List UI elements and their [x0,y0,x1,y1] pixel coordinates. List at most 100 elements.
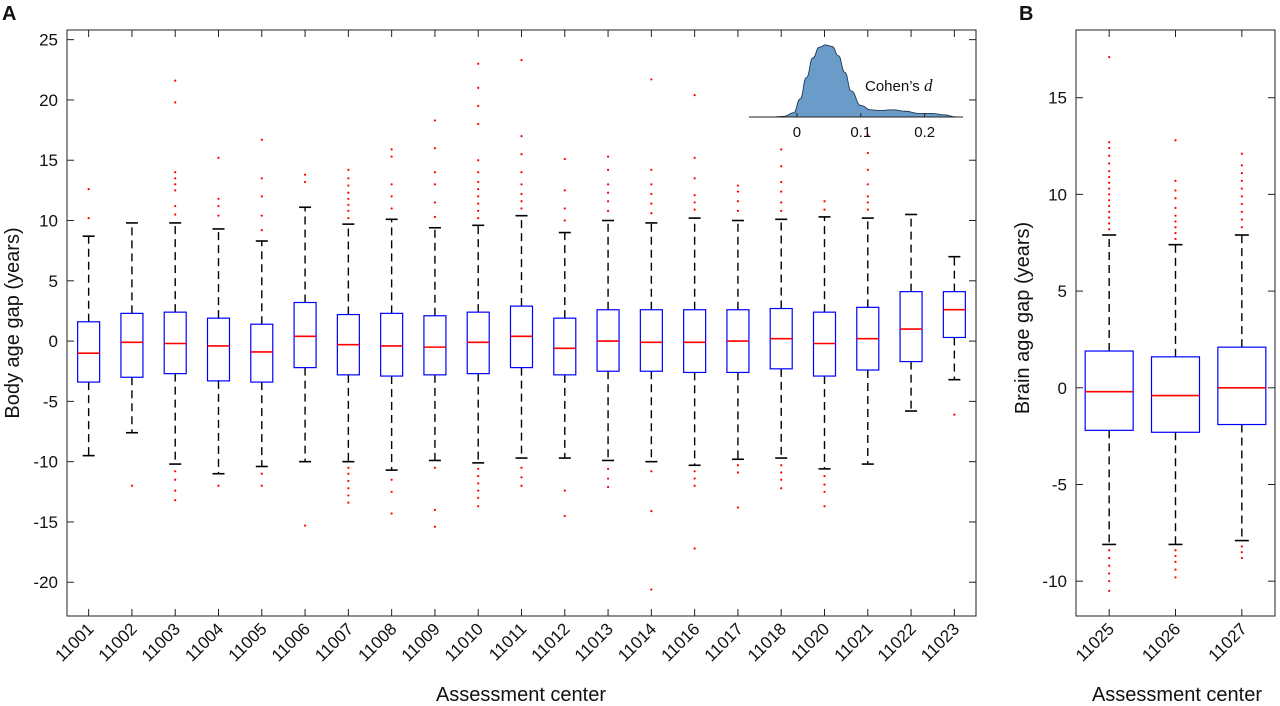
outlier-point [1108,204,1111,208]
outlier-point [650,202,653,205]
panel-a-y-axis: 25 20 15 10 5 0 -5 -10 -15 -20 [33,31,976,592]
outlier-point [217,484,220,487]
outlier-point [780,487,783,490]
box-iqr [423,315,447,376]
outlier-point [433,525,437,528]
y-tick-label: -5 [1052,475,1067,494]
outlier-point [477,195,480,198]
x-tick-label: 11011 [485,619,530,664]
outlier-point [520,200,523,203]
outlier-point [606,191,610,194]
outlier-point [606,209,610,212]
outlier-point [1240,179,1243,182]
outlier-point [477,122,480,126]
outlier-point [347,479,350,483]
outlier-point [520,192,523,196]
outlier-point [693,470,696,473]
y-tick-label: -15 [33,513,58,532]
outlier-point [260,472,263,475]
outlier-point [520,476,523,479]
cohens-d-inset: 0 0.1 0.2 Cohen’s d [749,44,963,141]
outlier-point [1108,193,1111,196]
outlier-point [477,209,480,212]
panel-b-x-axis-label: Assessment center [1092,684,1262,706]
outlier-point [650,588,653,591]
x-tick-label: 11018 [744,619,790,665]
outlier-point [260,484,263,487]
outlier-point [477,489,480,492]
outlier-point [347,487,350,490]
outlier-point [390,512,393,515]
outlier-point [1108,187,1111,190]
outlier-point [693,94,696,97]
outlier-point [433,215,437,218]
x-tick-label: 11004 [181,619,227,665]
outlier-point [347,216,350,220]
outlier-point [650,78,653,81]
y-tick-label: 10 [39,212,58,231]
outlier-point [520,207,523,210]
outlier-point [1174,568,1177,571]
outlier-point [563,207,566,210]
y-tick-label: 20 [39,91,58,110]
outlier-point [217,156,220,159]
outlier-point [1108,589,1111,592]
outlier-point [1174,189,1177,192]
x-tick-label: 11017 [701,619,747,665]
outlier-point [520,171,523,174]
outlier-point [1240,164,1243,167]
outlier-point [260,177,263,180]
outlier-point [1174,231,1177,235]
outlier-point [650,470,653,473]
outlier-point [477,496,480,499]
y-tick-label: -10 [33,453,58,472]
outlier-point [217,204,220,208]
outlier-point [303,524,307,527]
outlier-point [780,471,783,474]
outlier-point [780,464,783,467]
outlier-point [390,148,393,151]
outlier-point [1108,572,1111,575]
outlier-point [347,184,350,187]
outlier-point [260,214,263,217]
outlier-point [87,188,90,191]
inset-x-tick-label: 0.2 [914,124,935,141]
y-tick-label: -5 [43,392,58,411]
outlier-point [390,478,393,481]
y-tick-label: 15 [1048,89,1067,108]
outlier-point [217,214,220,217]
outlier-point [606,168,610,171]
outlier-point [1240,187,1243,190]
inset-label: Cohen’s d [865,76,933,95]
outlier-point [823,490,826,493]
density-area [758,44,957,118]
outlier-point [260,195,263,198]
outlier-point [1174,206,1177,210]
outlier-point [1108,170,1111,173]
outlier-point [736,471,740,474]
outlier-point [520,183,523,186]
outlier-point [866,195,869,198]
outlier-point [563,157,566,161]
panel-b-y-axis: 15 10 5 0 -5 -10 [1042,89,1275,591]
outlier-point [433,171,437,174]
outlier-point [1108,162,1111,165]
outlier-point [823,200,826,203]
outlier-point [1108,146,1111,150]
outlier-point [1108,549,1111,552]
outlier-point [477,482,480,485]
x-tick-label: 11023 [917,619,963,665]
outlier-point [650,168,653,171]
outlier-point [1108,228,1111,231]
x-tick-label: 11025 [1072,619,1118,665]
outlier-point [433,119,437,122]
outlier-point [693,208,696,211]
outlier-point [1240,172,1243,175]
y-tick-label: 25 [39,31,58,50]
outlier-point [606,477,610,480]
outlier-point [174,489,177,492]
outlier-point [174,189,177,192]
outlier-point [736,184,740,187]
outlier-point [87,216,90,220]
